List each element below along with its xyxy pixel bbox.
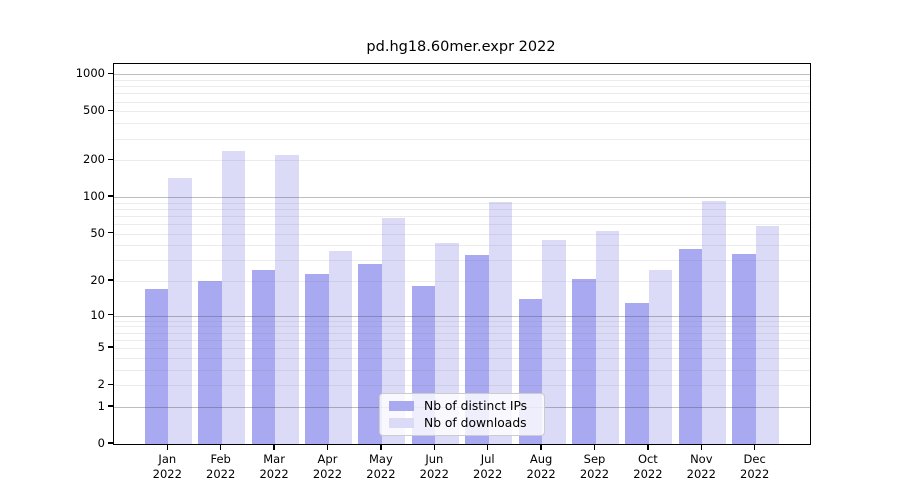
x-tick-mark-jan [166,444,168,450]
x-tick-mark-aug [540,444,542,450]
y-tick-label-1: 1 [97,398,105,413]
x-tick-label-sep: Sep 2022 [579,452,610,481]
bar-distinct-ips-mar [251,269,276,444]
bar-distinct-ips-feb [198,281,222,444]
bar-distinct-ips-jan [144,289,169,444]
y-tick-mark-100 [108,195,113,197]
x-tick-mark-apr [326,444,329,450]
bar-downloads-nov [702,200,726,444]
bar-distinct-ips-sep [572,278,596,444]
y-tick-mark-2 [108,383,113,385]
y-tick-label-20: 20 [90,273,105,288]
bar-downloads-sep [595,230,619,444]
bar-downloads-jan [168,177,192,444]
x-tick-mark-mar [273,444,275,450]
bar-distinct-ips-oct [625,302,649,444]
x-tick-mark-sep [593,444,596,450]
y-tick-label-200: 200 [83,152,105,167]
x-tick-label-jan: Jan 2022 [152,452,182,481]
x-tick-label-feb: Feb 2022 [206,452,236,481]
bar-distinct-ips-dec [732,253,756,444]
bar-downloads-dec [755,225,780,444]
bar-downloads-jul [488,202,513,444]
legend-swatch-downloads [389,418,414,428]
x-tick-label-nov: Nov 2022 [686,452,716,481]
chart-title: pd.hg18.60mer.expr 2022 [366,39,556,55]
x-tick-label-aug: Aug 2022 [526,452,556,481]
x-tick-mark-jul [487,444,489,450]
y-tick-mark-0 [108,442,113,444]
x-tick-label-oct: Oct 2022 [633,452,663,481]
bar-downloads-mar [275,155,299,444]
y-tick-label-10: 10 [90,307,105,322]
y-tick-label-0: 0 [97,436,105,450]
legend-swatch-distinct-ips [389,401,414,411]
legend-label-distinct-ips: Nb of distinct IPs [424,399,528,413]
bar-downloads-feb [221,151,246,444]
legend-item-distinct-ips: Nb of distinct IPs [380,399,544,413]
y-tick-mark-20 [108,279,113,281]
legend-item-downloads: Nb of downloads [380,416,544,430]
y-tick-mark-10 [108,314,113,316]
y-tick-mark-200 [108,158,113,160]
y-tick-label-5: 5 [97,340,105,355]
x-tick-label-dec: Dec 2022 [740,452,770,481]
y-tick-mark-1 [108,405,113,407]
plot-area [113,63,811,445]
x-tick-label-jul: Jul 2022 [473,452,503,481]
y-tick-label-100: 100 [83,189,105,204]
bar-distinct-ips-apr [305,274,329,444]
bar-downloads-aug [542,240,566,444]
x-tick-mark-nov [700,444,702,450]
bar-downloads-apr [328,250,352,444]
bar-distinct-ips-nov [678,249,703,444]
x-tick-label-may: May 2022 [366,452,396,481]
legend-label-downloads: Nb of downloads [424,416,527,430]
legend: Nb of distinct IPs Nb of downloads [379,393,545,436]
y-tick-mark-50 [108,231,113,234]
y-tick-mark-1000 [108,72,113,75]
x-tick-label-jun: Jun 2022 [419,452,449,481]
x-tick-label-mar: Mar 2022 [259,452,289,481]
bar-distinct-ips-may [358,263,382,444]
bar-downloads-oct [648,269,673,444]
x-tick-mark-feb [220,444,222,450]
y-tick-label-1000: 1000 [75,66,105,81]
x-tick-mark-oct [647,444,649,450]
y-tick-mark-500 [108,109,113,112]
y-tick-label-50: 50 [90,225,105,240]
x-tick-label-apr: Apr 2022 [312,452,343,481]
x-tick-mark-jun [433,444,435,450]
y-tick-mark-5 [108,346,113,348]
y-tick-label-500: 500 [83,103,105,118]
bars-layer [114,64,810,444]
x-tick-mark-dec [754,444,756,450]
bar-downloads-may [381,218,406,444]
x-tick-mark-may [380,444,382,450]
y-tick-label-2: 2 [97,377,105,392]
